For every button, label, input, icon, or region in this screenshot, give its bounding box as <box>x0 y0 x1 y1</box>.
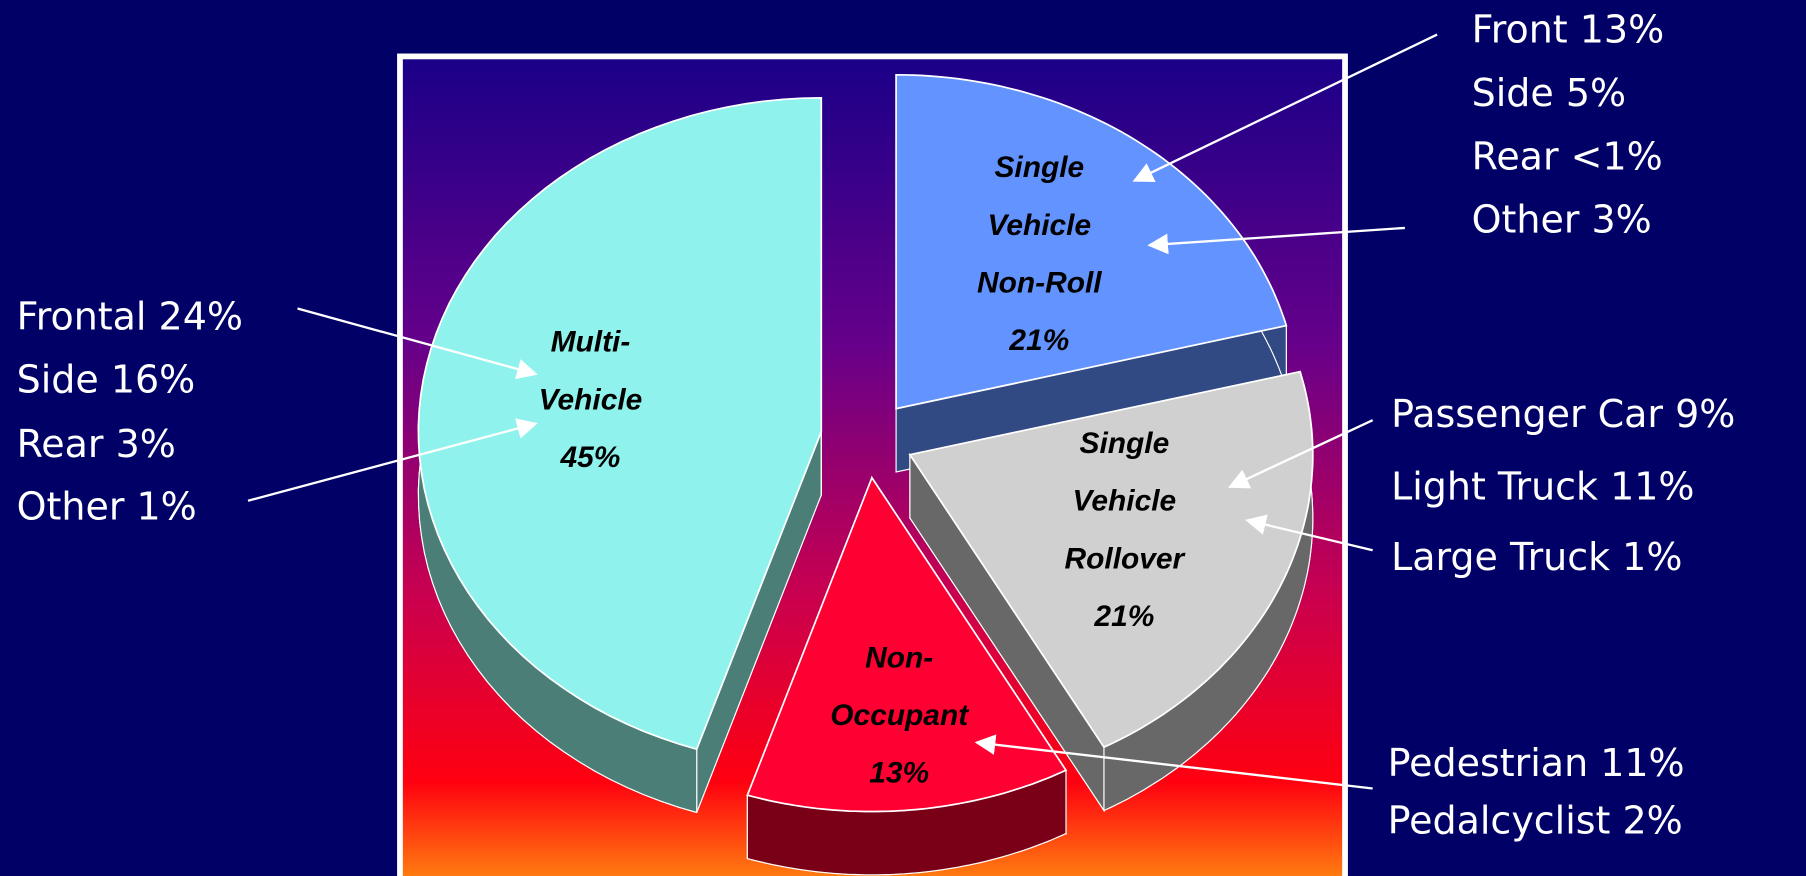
arrow <box>1245 514 1373 552</box>
annotation: Pedalcyclist 2% <box>1388 799 1683 843</box>
slice-label: Vehicle <box>988 209 1092 242</box>
annotations: Front 13% Side 5% Rear <1% Other 3% Fron… <box>17 8 1736 843</box>
arrow <box>1147 226 1405 255</box>
slice <box>417 96 823 751</box>
slice-label: Non-Roll <box>977 266 1102 299</box>
slice-label: Occupant <box>830 699 969 732</box>
annotation: Large Truck 1% <box>1391 535 1682 579</box>
arrow <box>1228 419 1374 489</box>
arrow <box>297 307 538 380</box>
slice-label: Vehicle <box>539 383 643 416</box>
slice-value-label: 21% <box>1008 324 1069 357</box>
slice-label: Non- <box>865 641 933 674</box>
annotation: Other 3% <box>1472 198 1652 242</box>
annotation: Front 13% <box>1472 8 1665 52</box>
annotation: Frontal 24% <box>17 294 243 338</box>
slice-label: Vehicle <box>1073 485 1177 518</box>
slice-value-label: 45% <box>560 441 621 474</box>
slice <box>908 370 1314 749</box>
arrows <box>247 33 1438 790</box>
annotation: Rear <1% <box>1472 134 1663 178</box>
arrow <box>247 418 538 502</box>
slice <box>895 73 1288 410</box>
annotation: Light Truck 11% <box>1391 465 1694 509</box>
arrow <box>1132 33 1438 182</box>
pie: Single Vehicle Non-Roll 21% Single Vehicle Rol… <box>417 73 1314 876</box>
slice-label: Single <box>994 151 1084 184</box>
slice-value-label: 21% <box>1093 600 1154 633</box>
annotation: Other 1% <box>17 484 197 528</box>
slice-label: Multi- <box>551 326 631 359</box>
annotation: Side 16% <box>17 358 196 402</box>
arrow <box>974 734 1373 790</box>
slice <box>746 475 1068 813</box>
slice-label: Single <box>1079 427 1169 460</box>
slice-value-label: 13% <box>869 756 929 789</box>
annotation: Rear 3% <box>17 422 176 466</box>
slice-label: Rollover <box>1065 542 1186 575</box>
annotation: Side 5% <box>1472 71 1626 115</box>
annotation: Passenger Car 9% <box>1391 392 1735 436</box>
annotation: Pedestrian 11% <box>1388 741 1685 785</box>
